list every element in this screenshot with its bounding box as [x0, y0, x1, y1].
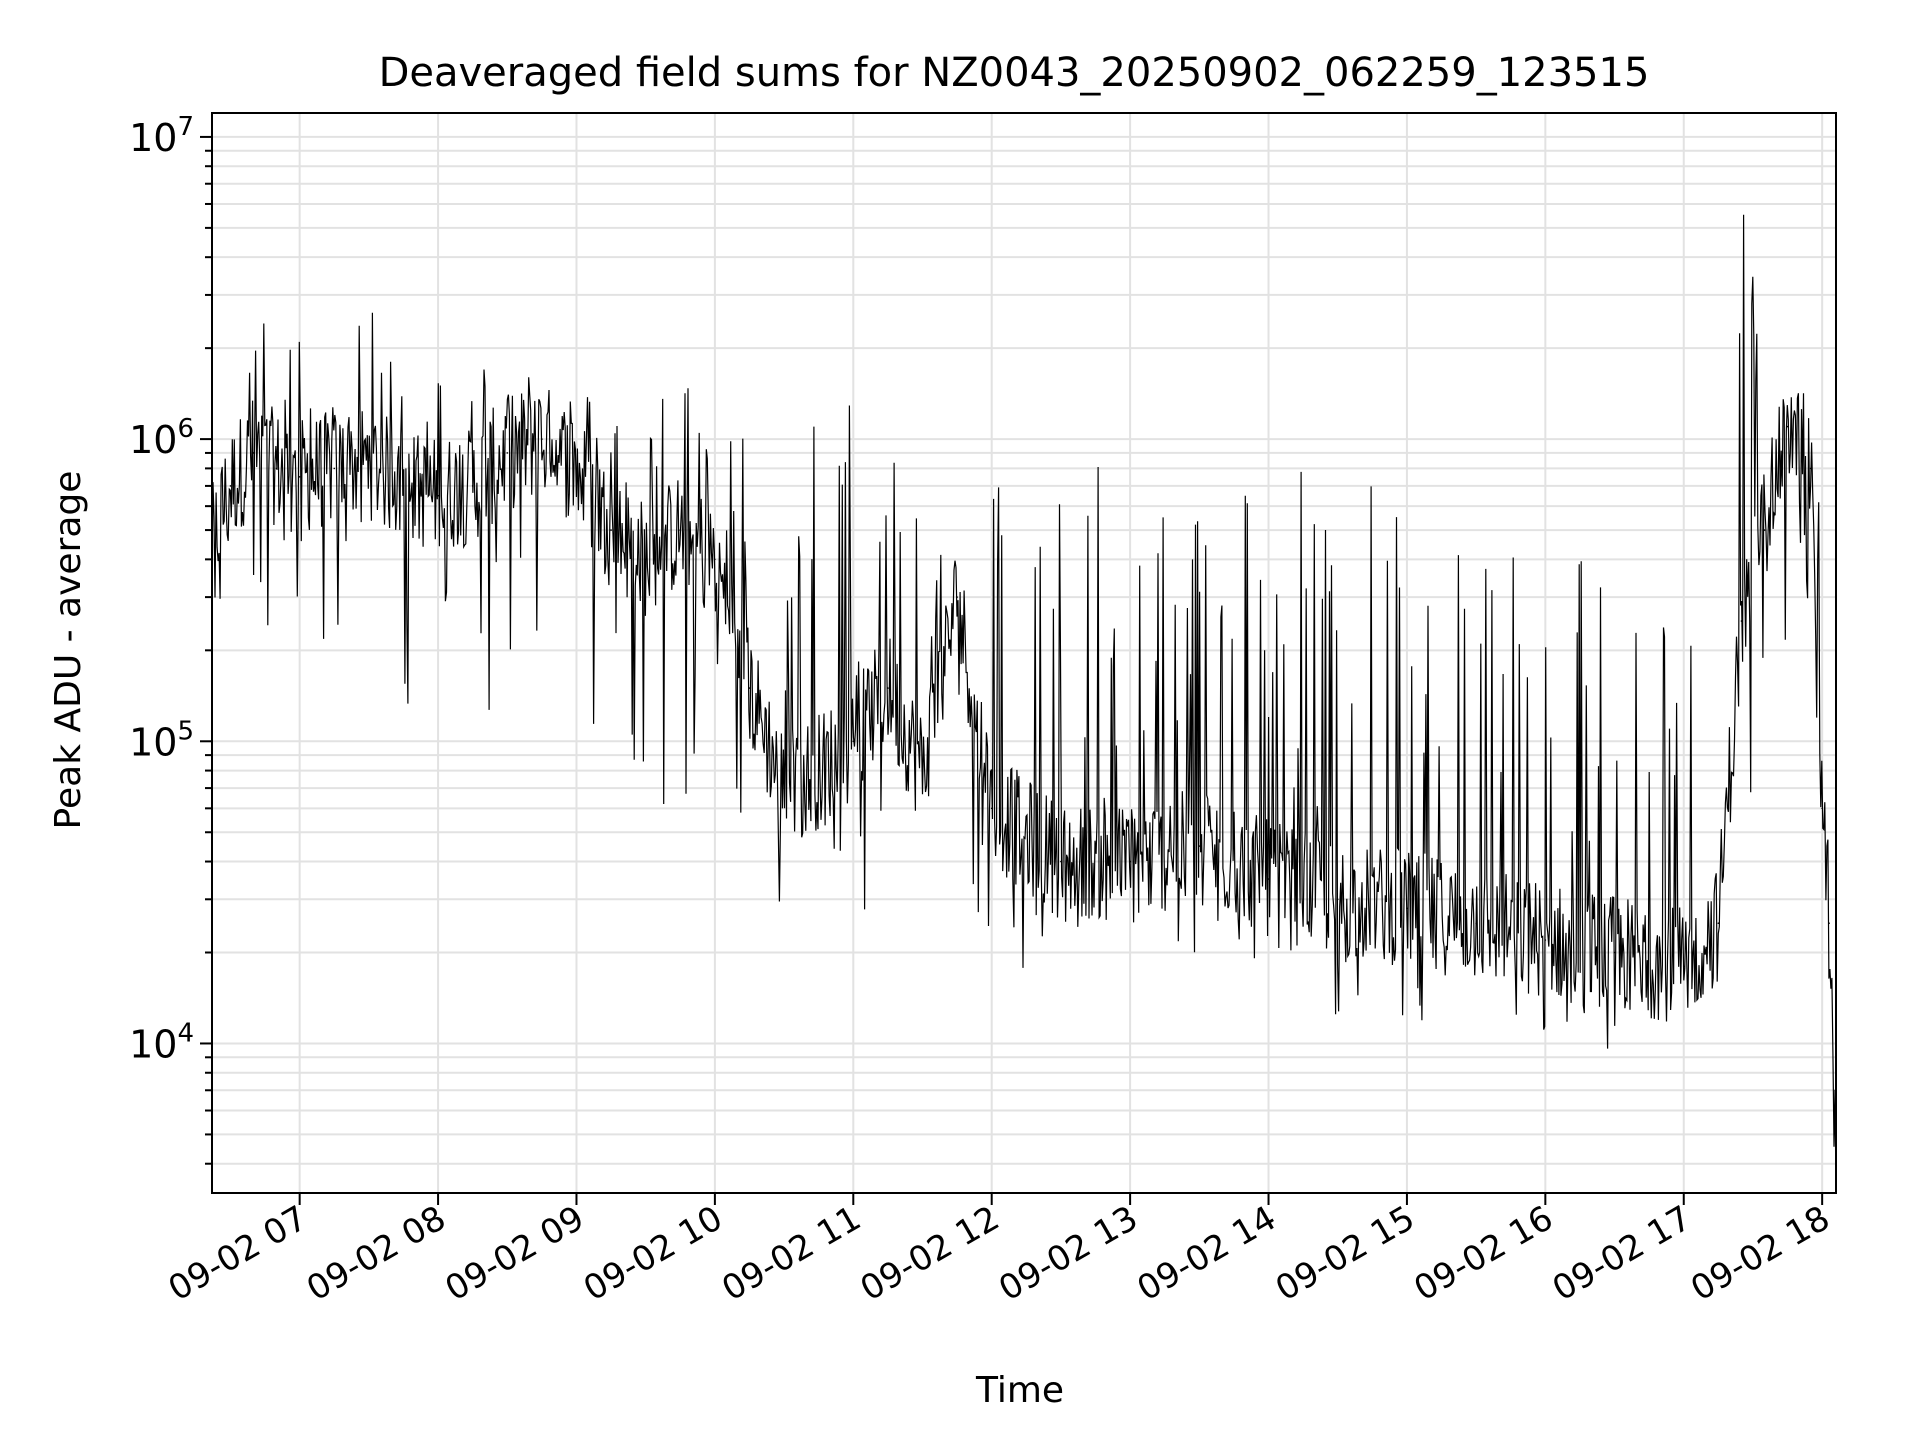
data-point	[817, 769, 820, 772]
y-tick-label: 106	[129, 414, 194, 462]
data-point	[921, 769, 924, 772]
data-point	[644, 558, 647, 561]
chart-title: Deaveraged field sums for NZ0043_2025090…	[379, 50, 1650, 96]
data-point	[1717, 922, 1720, 925]
data-point	[610, 529, 612, 531]
data-point	[956, 596, 958, 598]
y-tick-label: 107	[129, 112, 194, 160]
data-point	[1406, 907, 1408, 910]
data-point	[1129, 860, 1131, 863]
data-point	[1475, 922, 1477, 925]
data-point	[506, 452, 509, 454]
axes-frame	[211, 112, 1837, 1194]
data-point	[990, 807, 993, 810]
data-point	[1828, 922, 1830, 925]
data-point	[252, 452, 255, 454]
data-point	[541, 438, 543, 440]
y-tick-label: 105	[129, 716, 194, 764]
data-point	[298, 476, 301, 478]
data-point	[1682, 965, 1685, 968]
data-point	[368, 459, 370, 462]
data-point	[402, 485, 405, 487]
x-axis-label: Time	[975, 1370, 1064, 1411]
data-point	[1267, 878, 1270, 880]
data-point	[333, 467, 336, 470]
data-point	[275, 467, 278, 470]
data-point	[1809, 467, 1812, 470]
data-point	[783, 787, 785, 789]
data-point	[679, 529, 682, 531]
data-point	[1060, 860, 1062, 863]
data-point	[575, 467, 578, 470]
data-point	[852, 740, 855, 743]
y-tick-label: 104	[129, 1018, 194, 1066]
data-point	[229, 485, 232, 487]
y-axis: 104 105 106 107	[129, 112, 212, 1165]
data-point	[1740, 620, 1743, 622]
y-axis-label: Peak ADU - average	[48, 471, 89, 830]
data-point	[437, 494, 439, 497]
data-point	[1613, 951, 1616, 954]
plot-area	[211, 214, 1837, 1194]
data-point	[1336, 898, 1339, 901]
data-point	[1198, 845, 1201, 847]
data-point	[1821, 807, 1823, 810]
data-point	[748, 687, 751, 689]
data-point	[887, 687, 889, 689]
series-line	[211, 214, 1837, 1194]
data-point	[1786, 425, 1789, 428]
data-point	[471, 485, 474, 487]
data-point	[714, 558, 716, 561]
data-point	[1763, 529, 1766, 531]
data-point	[1544, 939, 1547, 941]
